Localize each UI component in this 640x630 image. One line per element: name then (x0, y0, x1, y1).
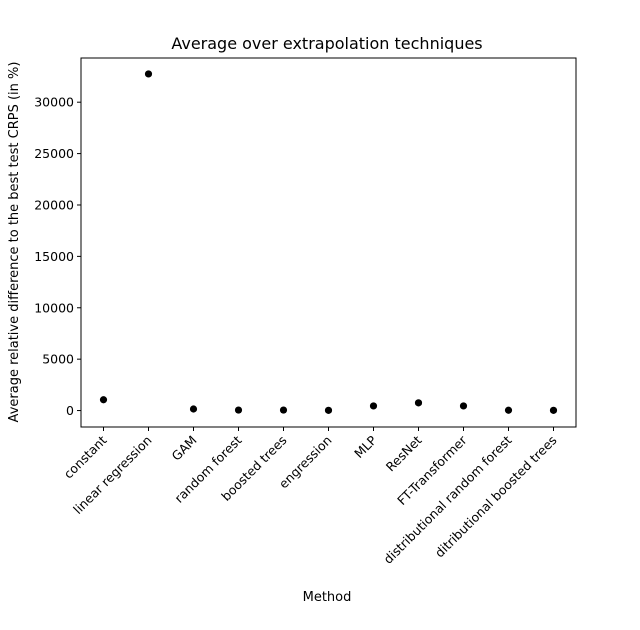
y-tick-label: 20000 (34, 197, 74, 212)
y-tick-label: 10000 (34, 300, 74, 315)
x-axis-label: Method (303, 590, 352, 605)
x-tick-label: linear regression (70, 433, 154, 517)
x-tick-label: MLP (351, 432, 380, 461)
data-point (504, 406, 513, 414)
data-point (369, 402, 378, 410)
y-axis: 0 5000 10000 15000 20000 25000 30000 (34, 95, 81, 418)
data-point (459, 402, 468, 410)
y-tick-label: 30000 (34, 95, 74, 110)
y-tick-label: 25000 (34, 146, 74, 161)
y-tick-label: 5000 (42, 352, 74, 367)
data-point (189, 405, 198, 413)
data-point (324, 406, 333, 414)
x-tick-label: ResNet (383, 432, 425, 474)
x-tick-label: GAM (168, 433, 199, 464)
chart-title: Average over extrapolation techniques (171, 34, 482, 53)
data-point (99, 396, 108, 404)
data-points (99, 70, 558, 414)
data-point (549, 406, 558, 414)
y-axis-label: Average relative difference to the best … (7, 62, 22, 423)
data-point (144, 70, 153, 78)
data-point (414, 399, 423, 407)
data-point (234, 406, 243, 414)
y-tick-label: 0 (66, 403, 74, 418)
y-tick-label: 15000 (34, 249, 74, 264)
plot-frame (80, 57, 577, 428)
plot-area (80, 57, 577, 428)
data-point (279, 406, 288, 414)
